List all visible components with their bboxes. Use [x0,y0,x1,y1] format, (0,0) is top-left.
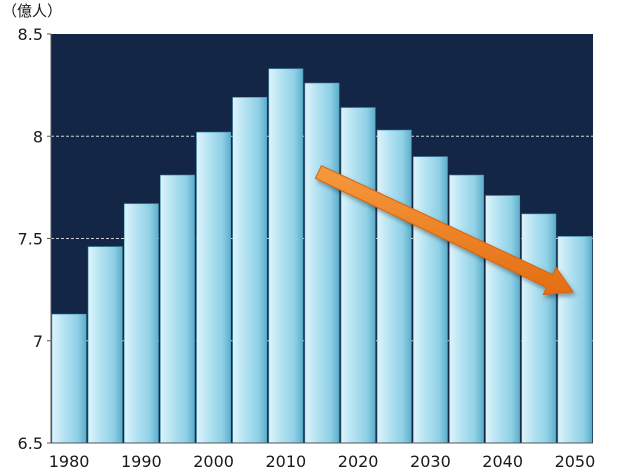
bar-2005 [232,97,268,444]
y-tick-label: 7 [33,332,43,351]
y-tick-label: 7.5 [18,230,43,249]
bar-1980 [51,313,87,444]
bar-1995 [160,174,195,444]
bar-2040 [485,195,521,444]
bar-2015 [304,82,340,444]
x-tick-label: 2050 [555,452,596,471]
bar-2025 [376,129,412,444]
x-tick-labels: 1980 1990 2000 2010 2020 2030 2040 2050 [49,452,596,471]
y-unit-label: （億人） [2,2,62,20]
trend-arrow-shape [314,165,575,296]
bar-2020 [340,107,376,444]
x-tick-label: 2030 [410,452,451,471]
bar-2050 [557,236,593,444]
bar-2030 [413,156,448,444]
bar-1990 [123,203,159,444]
y-tick-label: 8.5 [18,25,43,44]
x-tick-label: 2040 [482,452,523,471]
y-tick-label: 6.5 [18,434,43,453]
bar-1985 [87,246,123,444]
trend-arrow [314,165,575,296]
bar-2045 [521,213,557,444]
bars [51,68,593,444]
bar-2035 [449,174,484,444]
x-tick-label: 2000 [193,452,234,471]
bar-2010 [268,68,304,444]
y-tick-label: 8 [33,127,43,146]
y-tick-labels: 6.5 7 7.5 8 8.5 [18,25,51,453]
x-tick-label: 1990 [121,452,162,471]
bar-2000 [196,131,231,444]
x-tick-label: 2010 [266,452,307,471]
x-tick-label: 1980 [49,452,90,471]
x-tick-label: 2020 [338,452,379,471]
